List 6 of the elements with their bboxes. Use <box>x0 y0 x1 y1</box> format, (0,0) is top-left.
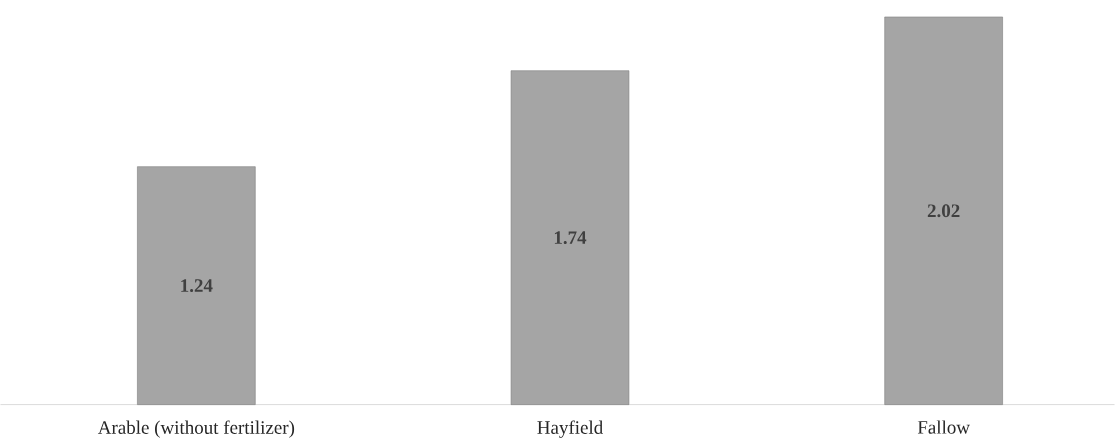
data-label: 1.74 <box>554 231 587 245</box>
x-tick-label: Fallow <box>917 420 970 434</box>
x-tick-label: Arable (without fertilizer) <box>97 420 295 438</box>
data-label: 1.24 <box>181 279 213 293</box>
x-tick-label: Hayfield <box>537 420 603 439</box>
data-label: 2.02 <box>927 204 960 218</box>
